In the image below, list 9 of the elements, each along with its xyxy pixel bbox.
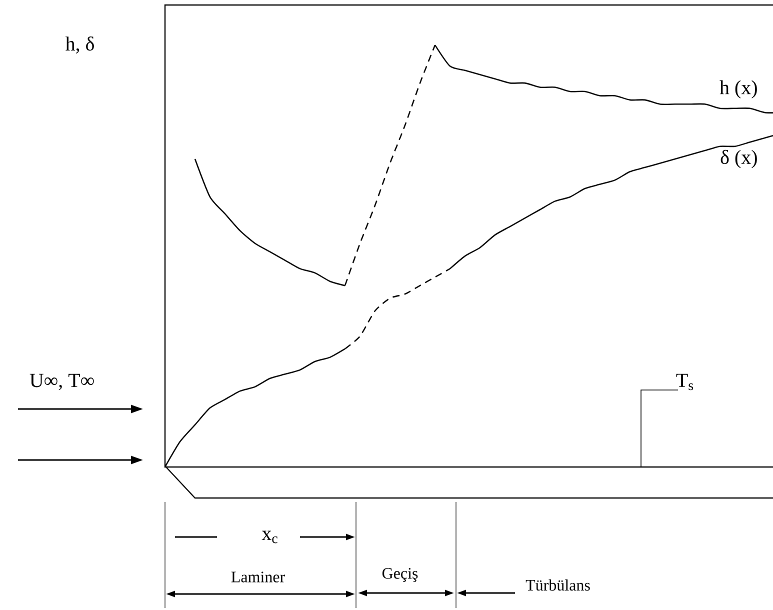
series-label: h (x): [720, 80, 757, 98]
y-axis-title: h, δ: [65, 36, 94, 54]
text: Türbülans: [526, 579, 590, 591]
text: x$_{c}$: [262, 530, 278, 544]
text: Geçiş: [382, 568, 418, 582]
text: Laminer: [231, 572, 285, 582]
series-label: δ (x): [720, 150, 757, 168]
annotation: T$_{s}$: [676, 374, 694, 390]
text: U∞, T∞: [30, 374, 94, 390]
